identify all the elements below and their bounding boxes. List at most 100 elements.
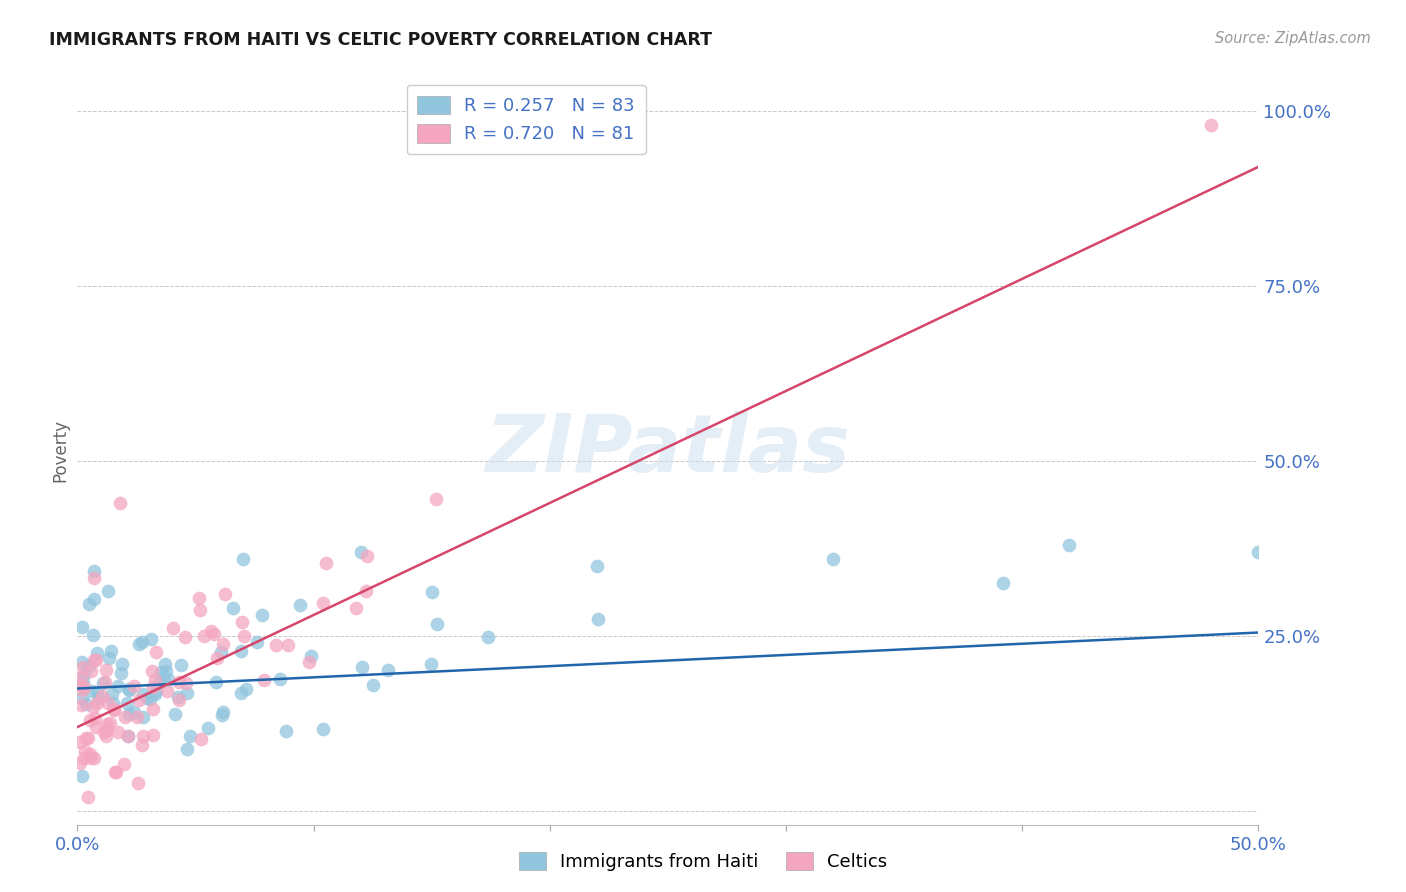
Point [823,552,845,566]
Point [157,672,180,686]
Point [250,608,273,623]
Point [176,742,198,756]
Point [115,696,138,710]
Point [1199,118,1222,132]
Point [232,552,254,566]
Point [94,663,117,677]
Point [179,729,201,743]
Text: ZIPatlas: ZIPatlas [485,411,851,490]
Point [105,765,128,780]
Text: Source: ZipAtlas.com: Source: ZipAtlas.com [1215,31,1371,46]
Point [77,598,100,612]
Point [312,722,335,736]
Point [354,583,377,598]
Point [97,697,120,711]
Point [69,735,91,749]
Point [477,630,499,644]
Point [145,645,167,659]
Point [73,681,96,695]
Point [155,664,177,678]
Point [117,683,139,698]
Point [131,738,153,752]
Point [97,584,120,599]
Point [209,645,232,659]
Point [142,728,165,742]
Text: IMMIGRANTS FROM HAITI VS CELTIC POVERTY CORRELATION CHART: IMMIGRANTS FROM HAITI VS CELTIC POVERTY … [49,31,713,49]
Point [143,673,166,687]
Point [188,591,211,605]
Point [264,638,287,652]
Point [87,691,110,706]
Point [361,678,384,692]
Point [84,711,107,725]
Point [112,757,135,772]
Point [193,628,215,642]
Point [118,707,141,722]
Point [80,751,103,765]
Point [76,731,98,745]
Point [69,678,91,692]
Point [70,698,93,713]
Legend: Immigrants from Haiti, Celtics: Immigrants from Haiti, Celtics [512,846,894,879]
Point [197,721,219,735]
Point [420,585,443,599]
Point [202,627,225,641]
Point [586,612,609,626]
Point [131,635,153,649]
Point [122,705,145,719]
Point [142,680,165,694]
Point [425,491,447,506]
Point [153,657,176,671]
Point [156,684,179,698]
Point [149,675,172,690]
Point [420,657,443,672]
Point [344,600,367,615]
Point [82,628,104,642]
Point [103,703,125,717]
Point [100,644,122,658]
Point [73,744,96,758]
Point [83,653,105,667]
Point [70,669,93,683]
Point [991,576,1014,591]
Point [122,679,145,693]
Point [586,559,609,574]
Point [70,768,93,782]
Point [1247,545,1270,559]
Point [86,646,108,660]
Point [96,723,118,737]
Y-axis label: Poverty: Poverty [51,419,69,482]
Point [117,729,139,743]
Point [142,701,165,715]
Point [176,686,198,700]
Legend: R = 0.257   N = 83, R = 0.720   N = 81: R = 0.257 N = 83, R = 0.720 N = 81 [406,85,645,154]
Point [98,715,121,730]
Point [107,679,129,693]
Point [246,635,269,649]
Point [82,699,104,714]
Point [83,592,105,607]
Point [93,725,115,739]
Point [277,638,299,652]
Point [93,674,115,689]
Point [229,686,252,700]
Point [125,709,148,723]
Point [212,705,235,719]
Point [136,690,159,705]
Point [103,702,125,716]
Point [132,710,155,724]
Point [80,664,103,678]
Point [83,570,105,584]
Point [299,649,322,664]
Point [128,637,150,651]
Point [288,599,311,613]
Point [190,731,212,746]
Point [132,687,155,701]
Point [70,655,93,669]
Point [252,673,274,688]
Point [167,690,190,704]
Point [174,676,197,690]
Point [80,684,103,698]
Point [212,637,235,651]
Point [75,697,97,711]
